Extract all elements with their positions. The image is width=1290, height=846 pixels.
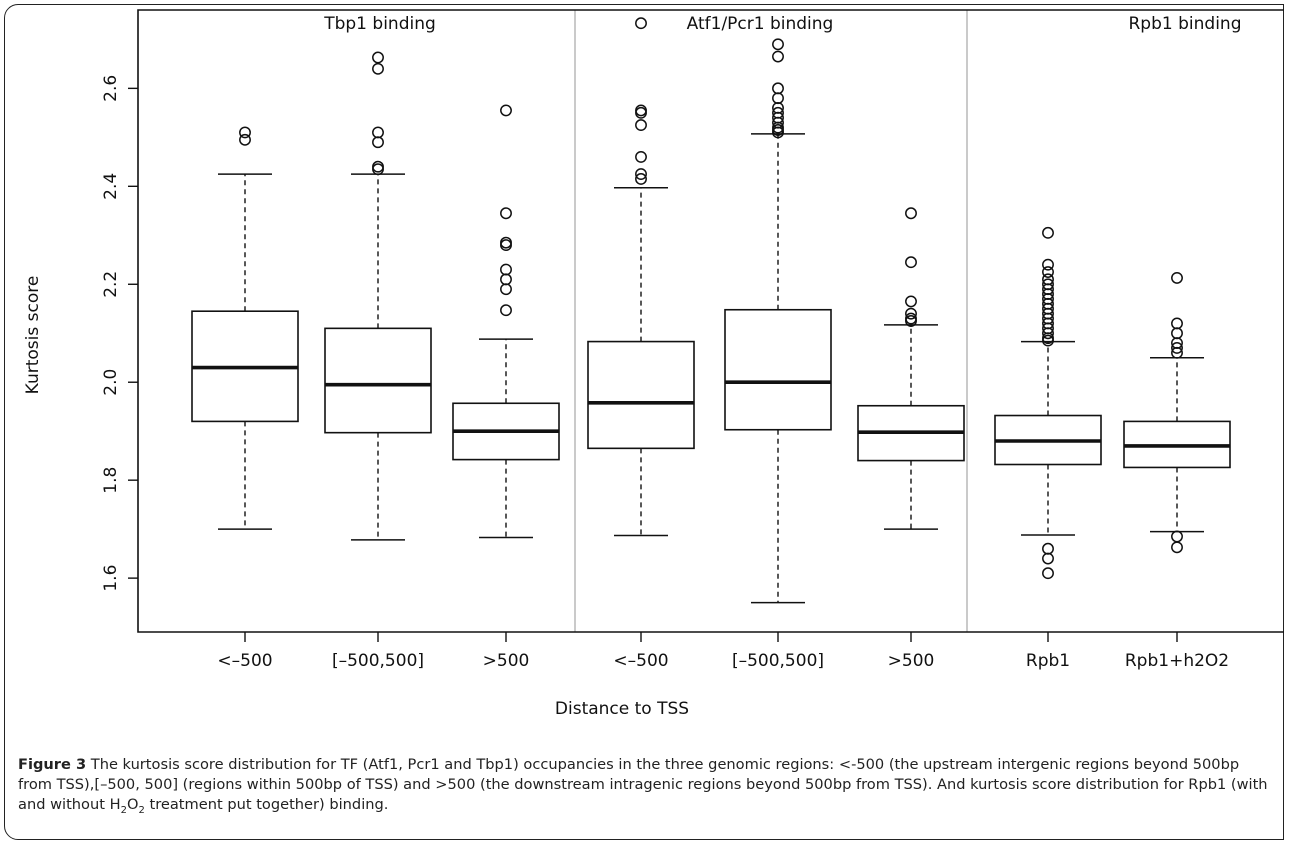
outlier-point (372, 136, 384, 149)
caption-text-2: O (126, 796, 139, 813)
y-tick-label-2: 1.8 (101, 467, 121, 494)
outlier-point (635, 106, 647, 119)
outlier-point (372, 51, 384, 64)
outlier-point (1171, 271, 1183, 284)
x-tick-label-8: Rpb1+h2O2 (1125, 651, 1229, 671)
caption-sub-1: 2 (120, 804, 127, 816)
outlier-point (905, 207, 917, 220)
outlier-point (905, 312, 917, 325)
figure-caption: Figure 3 The kurtosis score distribution… (18, 755, 1274, 815)
box-8 (1123, 271, 1231, 554)
y-tick-label-3: 2.0 (101, 369, 121, 396)
outlier-point (1171, 317, 1183, 330)
y-tick-label-6: 2.6 (101, 75, 121, 102)
outlier-point (1171, 541, 1183, 554)
x-tick-label-6: >500 (888, 651, 935, 671)
box-1 (191, 126, 299, 530)
outlier-point (1042, 273, 1054, 286)
x-tick-label-7: Rpb1 (1026, 651, 1070, 671)
outlier-point (635, 104, 647, 117)
outlier-point (1042, 226, 1054, 239)
outlier-point (500, 236, 512, 249)
figure-label: Figure 3 (18, 756, 87, 773)
outlier-point (772, 106, 784, 119)
outlier-point (635, 17, 647, 30)
x-axis-label: Distance to TSS (555, 699, 689, 719)
x-tick-label-1: <–500 (217, 651, 272, 671)
panel-title-1: Tbp1 binding (323, 14, 436, 34)
box-3 (452, 104, 560, 539)
box-6 (857, 207, 965, 530)
box-body (724, 308, 832, 431)
outlier-point (635, 150, 647, 163)
outlier-point (500, 283, 512, 296)
outlier-point (1171, 341, 1183, 354)
outlier-point (772, 82, 784, 95)
box-5 (724, 38, 832, 604)
panel-title-2: Atf1/Pcr1 binding (687, 14, 834, 34)
outlier-point (372, 62, 384, 75)
outlier-point (905, 256, 917, 269)
box-2 (324, 51, 432, 541)
outlier-point (239, 133, 251, 146)
outlier-point (372, 163, 384, 176)
outlier-point (772, 92, 784, 105)
outlier-point (635, 168, 647, 181)
outlier-point (1042, 567, 1054, 580)
outlier-point (500, 273, 512, 286)
y-tick-label-5: 2.4 (101, 173, 121, 200)
outlier-point (635, 173, 647, 185)
box-7 (994, 226, 1102, 580)
box-4 (587, 17, 695, 537)
outlier-point (1042, 542, 1054, 555)
caption-text-3: treatment put together) binding. (144, 796, 389, 813)
outlier-point (635, 119, 647, 132)
outlier-point (905, 307, 917, 320)
outlier-point (1042, 278, 1054, 291)
outlier-point (1042, 552, 1054, 565)
outlier-point (372, 160, 384, 173)
y-tick-label-4: 2.2 (101, 271, 121, 298)
x-tick-label-5: [–500,500] (732, 651, 824, 671)
outlier-point (1042, 266, 1054, 278)
plot-frame (137, 9, 1284, 633)
y-tick-label-1: 1.6 (101, 565, 121, 592)
outlier-point (772, 38, 784, 51)
outlier-point (500, 239, 512, 252)
outlier-point (772, 50, 784, 63)
outlier-point (372, 126, 384, 139)
outlier-point (500, 207, 512, 220)
outlier-point (500, 104, 512, 117)
outlier-point (905, 295, 917, 308)
x-tick-label-2: [–500,500] (332, 651, 424, 671)
outlier-point (239, 126, 251, 139)
box-body (324, 327, 432, 434)
x-tick-label-3: >500 (483, 651, 530, 671)
x-tick-label-4: <–500 (613, 651, 668, 671)
outlier-point (1171, 327, 1183, 340)
outlier-point (500, 263, 512, 276)
outlier-point (1042, 258, 1054, 271)
box-body (587, 340, 695, 450)
caption-sub-2: 2 (138, 804, 145, 816)
caption-text-1: The kurtosis score distribution for TF (… (18, 756, 1268, 813)
y-axis-label: Kurtosis score (23, 276, 43, 395)
panel-title-3: Rpb1 binding (1129, 14, 1242, 34)
outlier-point (1171, 530, 1183, 543)
outlier-point (500, 304, 512, 317)
boxplot-chart: Tbp1 binding Atf1/Pcr1 binding Rpb1 bindin… (23, 9, 1284, 719)
